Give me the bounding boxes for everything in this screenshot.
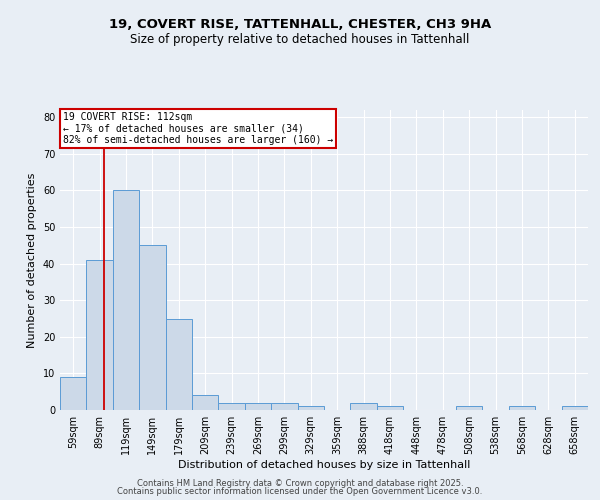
Y-axis label: Number of detached properties: Number of detached properties: [27, 172, 37, 348]
Bar: [350, 402, 377, 410]
Bar: [139, 246, 166, 410]
Bar: [271, 402, 298, 410]
Bar: [562, 406, 588, 410]
Text: 19 COVERT RISE: 112sqm
← 17% of detached houses are smaller (34)
82% of semi-det: 19 COVERT RISE: 112sqm ← 17% of detached…: [62, 112, 333, 144]
Bar: [86, 260, 113, 410]
Text: 19, COVERT RISE, TATTENHALL, CHESTER, CH3 9HA: 19, COVERT RISE, TATTENHALL, CHESTER, CH…: [109, 18, 491, 30]
Text: Contains public sector information licensed under the Open Government Licence v3: Contains public sector information licen…: [118, 487, 482, 496]
Bar: [245, 402, 271, 410]
Bar: [218, 402, 245, 410]
Bar: [60, 377, 86, 410]
Text: Contains HM Land Registry data © Crown copyright and database right 2025.: Contains HM Land Registry data © Crown c…: [137, 478, 463, 488]
Bar: [456, 406, 482, 410]
X-axis label: Distribution of detached houses by size in Tattenhall: Distribution of detached houses by size …: [178, 460, 470, 469]
Bar: [377, 406, 403, 410]
Bar: [509, 406, 535, 410]
Bar: [298, 406, 324, 410]
Bar: [192, 396, 218, 410]
Text: Size of property relative to detached houses in Tattenhall: Size of property relative to detached ho…: [130, 32, 470, 46]
Bar: [166, 318, 192, 410]
Bar: [113, 190, 139, 410]
